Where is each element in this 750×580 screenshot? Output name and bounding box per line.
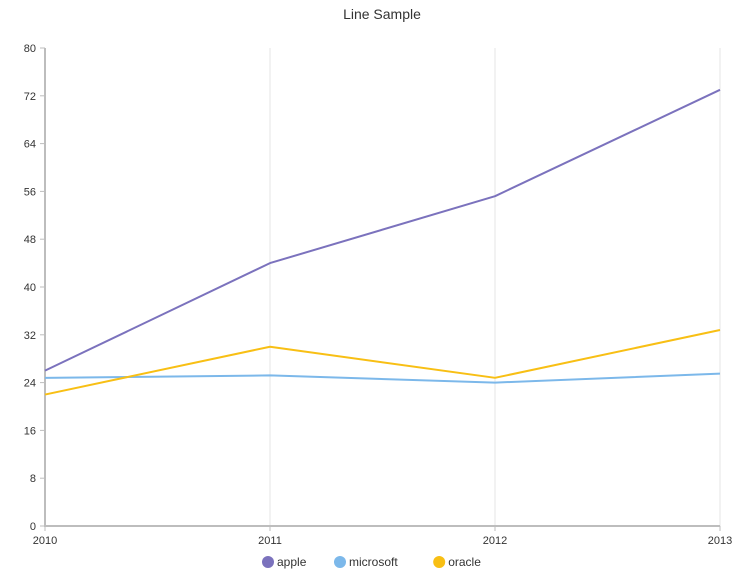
legend: apple microsoft oracle	[262, 555, 481, 569]
y-tick-label: 8	[30, 473, 36, 485]
series-line-microsoft	[44, 372, 721, 384]
legend-label: microsoft	[349, 555, 398, 569]
y-tick-label: 80	[24, 43, 36, 55]
x-tick-label: 2010	[33, 535, 57, 547]
y-tick-label: 24	[24, 378, 36, 390]
legend-item-microsoft[interactable]: microsoft	[334, 555, 398, 569]
y-tick-label: 16	[24, 425, 36, 437]
series-lines	[44, 88, 721, 396]
y-tick-label: 0	[30, 521, 36, 533]
x-tick-label: 2011	[258, 535, 282, 547]
legend-marker	[262, 556, 274, 568]
chart-title: Line Sample	[343, 6, 421, 22]
y-tick-label: 32	[24, 330, 36, 342]
legend-label: oracle	[448, 555, 481, 569]
x-tick-label: 2013	[708, 535, 732, 547]
x-tick-label: 2012	[483, 535, 507, 547]
y-tick-label: 72	[24, 91, 36, 103]
y-tick-label: 40	[24, 282, 36, 294]
series-line-apple	[44, 88, 721, 372]
series-line-oracle	[44, 329, 721, 396]
y-tick-label: 56	[24, 186, 36, 198]
legend-label: apple	[277, 555, 307, 569]
legend-marker	[433, 556, 446, 568]
legend-marker	[334, 556, 346, 568]
y-tick-label: 64	[24, 139, 36, 151]
axes: 0 8 16 24 32 40 48 56 64 72 80 2010 2011 2012 2013	[24, 43, 732, 547]
y-tick-label: 48	[24, 234, 36, 246]
legend-item-apple[interactable]: apple	[262, 555, 307, 569]
grid	[269, 48, 721, 526]
legend-item-oracle[interactable]: oracle	[433, 555, 481, 569]
